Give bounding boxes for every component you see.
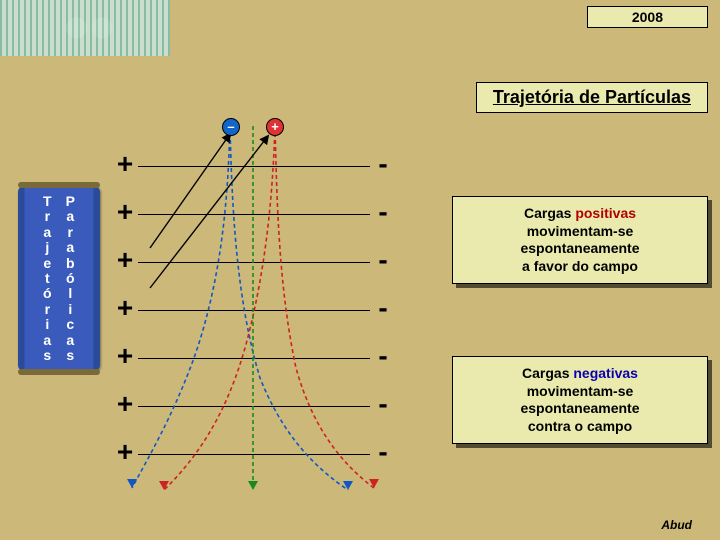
caption-text: movimentam-se bbox=[527, 383, 634, 399]
year-box: 2008 bbox=[587, 6, 708, 28]
caption-text: espontaneamente bbox=[520, 400, 639, 416]
positive-word: positivas bbox=[575, 205, 636, 221]
caption-text: espontaneamente bbox=[520, 240, 639, 256]
side-scroll: Trajetórias Parabólicas bbox=[18, 186, 100, 371]
title-box: Trajetória de Partículas bbox=[476, 82, 708, 113]
scroll-cap-bottom bbox=[18, 369, 100, 375]
page-title: Trajetória de Partículas bbox=[493, 87, 691, 107]
caption-text: a favor do campo bbox=[522, 258, 638, 274]
trajectory-svg bbox=[120, 118, 388, 498]
negative-word: negativas bbox=[573, 365, 638, 381]
negative-charge: – bbox=[222, 118, 240, 136]
positive-charge: + bbox=[266, 118, 284, 136]
scroll-cap-top bbox=[18, 182, 100, 188]
caption-text: Cargas bbox=[522, 365, 573, 381]
caption-negative: Cargas negativas movimentam-se espontane… bbox=[452, 356, 708, 444]
caption-text: movimentam-se bbox=[527, 223, 634, 239]
year: 2008 bbox=[632, 9, 663, 25]
caption-text: Cargas bbox=[524, 205, 575, 221]
author: Abud bbox=[661, 518, 692, 532]
field-thumbnail bbox=[0, 0, 170, 56]
caption-positive: Cargas positivas movimentam-se espontane… bbox=[452, 196, 708, 284]
caption-text: contra o campo bbox=[528, 418, 632, 434]
scroll-column-1: Trajetórias bbox=[43, 194, 52, 363]
author-name: Abud bbox=[661, 518, 692, 532]
scroll-column-2: Parabólicas bbox=[66, 194, 75, 363]
